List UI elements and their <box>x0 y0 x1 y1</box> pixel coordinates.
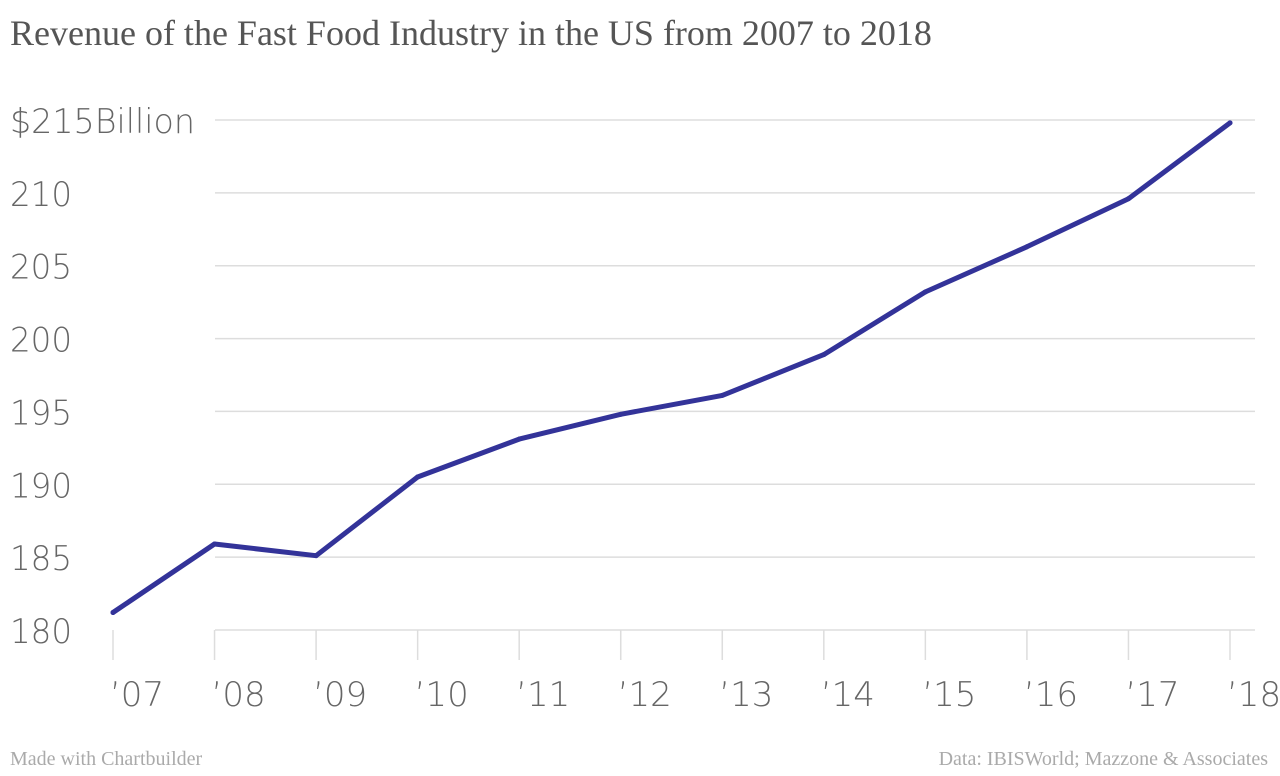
y-axis-ticks: $215Billion 210 205 200 195 190 185 180 <box>10 102 195 652</box>
gridlines <box>215 119 1255 631</box>
x-tick-label-2: ’09 <box>313 675 367 715</box>
x-tick-label-5: ’12 <box>618 675 672 715</box>
x-tick-label-6: ’13 <box>719 675 773 715</box>
x-tick-label-0: ’07 <box>110 675 164 715</box>
series-layer <box>110 120 1233 616</box>
chart-title: Revenue of the Fast Food Industry in the… <box>10 13 932 53</box>
x-tick-label-8: ’15 <box>922 675 976 715</box>
data-point-0 <box>110 610 116 616</box>
data-point-1 <box>212 541 218 547</box>
y-tick-label-2: 205 <box>10 248 72 288</box>
y-tick-label-7: 180 <box>10 612 72 652</box>
data-point-7 <box>821 352 827 358</box>
data-point-9 <box>1024 244 1030 250</box>
x-tick-label-9: ’16 <box>1024 675 1078 715</box>
x-tick-label-1: ’08 <box>212 675 266 715</box>
y-tick-label-3: 200 <box>10 321 72 361</box>
y-tick-label-5: 190 <box>10 466 72 506</box>
x-axis-ticks: ’07 ’08 ’09 ’10 ’11 ’12 ’13 ’14 ’15 ’16 ’17 ’18 <box>110 630 1280 715</box>
x-tick-label-7: ’14 <box>821 675 875 715</box>
data-point-3 <box>415 474 421 480</box>
y-tick-label-6: 185 <box>10 539 72 579</box>
data-point-6 <box>719 392 725 398</box>
series-line-0 <box>110 120 1233 615</box>
data-point-8 <box>922 289 928 295</box>
data-point-2 <box>313 553 319 559</box>
y-tick-label-4: 195 <box>10 393 72 433</box>
x-tick-label-11: ’18 <box>1227 675 1280 715</box>
chartbuilder-credit: Made with Chartbuilder <box>10 748 203 770</box>
data-source: Data: IBISWorld; Mazzone & Associates <box>938 748 1268 770</box>
data-point-4 <box>516 436 522 442</box>
x-tick-label-3: ’10 <box>415 675 469 715</box>
x-tick-label-10: ’17 <box>1125 675 1179 715</box>
y-tick-label-0: $215Billion <box>10 102 195 142</box>
y-tick-label-1: 210 <box>10 175 72 215</box>
data-point-10 <box>1125 196 1131 202</box>
x-tick-label-4: ’11 <box>516 675 570 715</box>
data-point-11 <box>1227 120 1233 126</box>
data-point-5 <box>618 411 624 417</box>
